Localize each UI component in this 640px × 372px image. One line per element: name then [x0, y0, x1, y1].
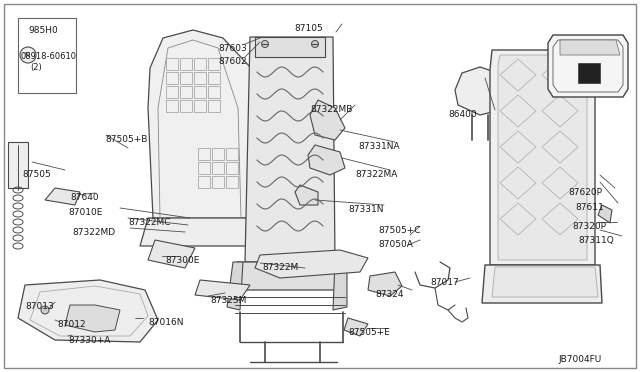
- Text: 87322M: 87322M: [262, 263, 298, 272]
- Polygon shape: [308, 145, 345, 175]
- Polygon shape: [333, 262, 347, 310]
- Polygon shape: [598, 205, 612, 223]
- Text: 87010E: 87010E: [68, 208, 102, 217]
- Text: 87324: 87324: [375, 290, 403, 299]
- Polygon shape: [255, 37, 325, 57]
- Ellipse shape: [20, 47, 36, 63]
- Polygon shape: [455, 67, 502, 115]
- Polygon shape: [195, 280, 250, 300]
- Polygon shape: [148, 240, 195, 268]
- Text: 87322MA: 87322MA: [355, 170, 397, 179]
- Text: 87505+E: 87505+E: [348, 328, 390, 337]
- Text: JB7004FU: JB7004FU: [558, 355, 601, 364]
- Text: 87602: 87602: [218, 57, 246, 66]
- Text: 87505+B: 87505+B: [105, 135, 147, 144]
- Text: 08918-60610: 08918-60610: [20, 52, 76, 61]
- Text: 87105: 87105: [294, 24, 323, 33]
- Text: 87640: 87640: [70, 193, 99, 202]
- Text: 87016N: 87016N: [148, 318, 184, 327]
- Bar: [578, 63, 600, 83]
- Polygon shape: [148, 30, 256, 218]
- Polygon shape: [368, 272, 402, 296]
- Text: 87017: 87017: [430, 278, 459, 287]
- Ellipse shape: [262, 41, 269, 48]
- Polygon shape: [492, 267, 598, 297]
- Text: (2): (2): [30, 63, 42, 72]
- Text: 87505+C: 87505+C: [378, 226, 420, 235]
- Text: 87013: 87013: [25, 302, 54, 311]
- Text: 87322MB: 87322MB: [310, 105, 353, 114]
- Polygon shape: [18, 280, 158, 342]
- Text: 87300E: 87300E: [165, 256, 200, 265]
- Text: 87603: 87603: [218, 44, 247, 53]
- Ellipse shape: [41, 306, 49, 314]
- Polygon shape: [65, 305, 120, 332]
- Text: 87322MD: 87322MD: [72, 228, 115, 237]
- Text: 87331NA: 87331NA: [358, 142, 399, 151]
- Text: 87620P: 87620P: [568, 188, 602, 197]
- Text: 87611: 87611: [575, 203, 604, 212]
- Text: 985H0: 985H0: [28, 26, 58, 35]
- Polygon shape: [45, 188, 80, 205]
- Text: 87322MC: 87322MC: [128, 218, 170, 227]
- Polygon shape: [8, 142, 28, 188]
- Ellipse shape: [312, 41, 319, 48]
- Text: 87320P: 87320P: [572, 222, 606, 231]
- Polygon shape: [227, 262, 243, 310]
- Polygon shape: [498, 55, 587, 260]
- Polygon shape: [490, 50, 595, 265]
- Polygon shape: [310, 100, 345, 140]
- Polygon shape: [482, 265, 602, 303]
- Polygon shape: [237, 262, 345, 290]
- Bar: [18, 18, 76, 93]
- Text: 87311Q: 87311Q: [578, 236, 614, 245]
- Text: 86400: 86400: [448, 110, 477, 119]
- Text: 87325M: 87325M: [210, 296, 246, 305]
- Text: N: N: [24, 52, 29, 58]
- Polygon shape: [255, 250, 368, 278]
- Polygon shape: [295, 185, 318, 205]
- Text: 87331N: 87331N: [348, 205, 383, 214]
- Polygon shape: [140, 218, 266, 246]
- Polygon shape: [245, 37, 335, 262]
- Text: 87012: 87012: [57, 320, 86, 329]
- Polygon shape: [344, 318, 368, 336]
- Text: 87330+A: 87330+A: [68, 336, 110, 345]
- Text: 87505: 87505: [22, 170, 51, 179]
- Text: 87050A: 87050A: [378, 240, 413, 249]
- Polygon shape: [560, 40, 620, 55]
- Polygon shape: [548, 35, 628, 97]
